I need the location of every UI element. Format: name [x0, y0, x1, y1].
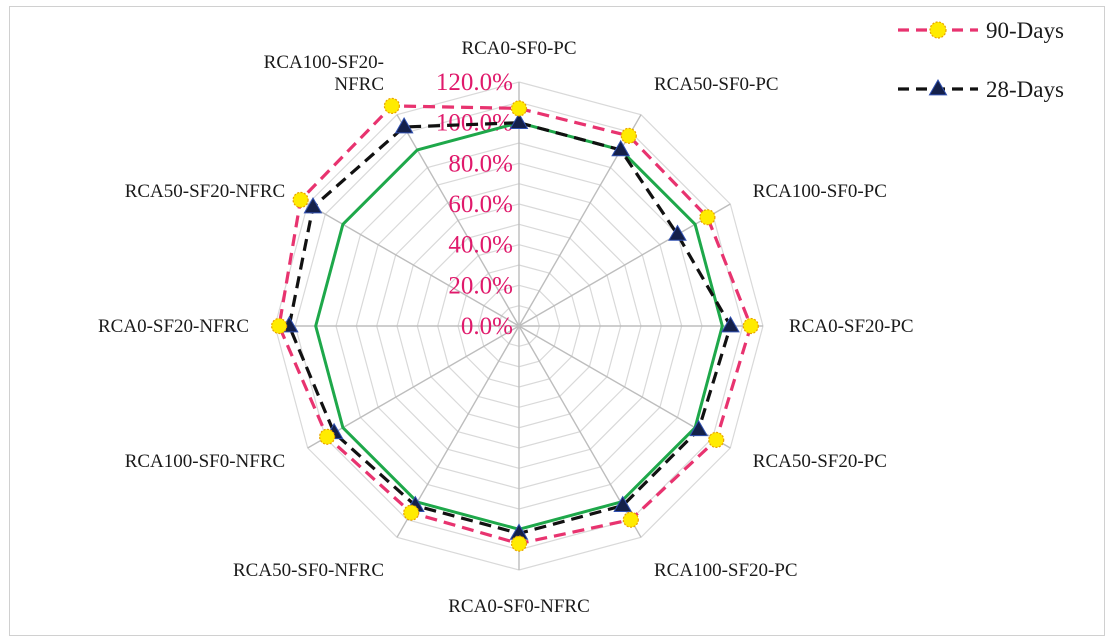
point-28-days-rca0-sf20-pc	[721, 315, 740, 333]
legend-label-90-days: 90-Days	[986, 18, 1064, 43]
category-label-rca0-sf0-pc: RCA0-SF0-PC	[461, 38, 576, 59]
series-line-90-days	[277, 104, 753, 546]
legend-item-28-days: 28-Days	[898, 77, 1064, 102]
chart-frame	[9, 6, 1105, 636]
legend-item-90-days: 90-Days	[898, 18, 1064, 43]
legend-marker-90-days	[929, 21, 947, 39]
point-28-days-rca50-sf0-pc	[611, 139, 631, 157]
point-90-days-rca100-sf20-pc	[622, 511, 639, 528]
category-label-rca100-sf20-pc: RCA100-SF20-PC	[654, 560, 798, 581]
radial-tick-0: 0.0%	[461, 313, 513, 340]
spoke-2	[518, 203, 731, 327]
radar-spokes	[275, 82, 763, 570]
point-28-days-rca100-sf0-pc	[668, 224, 687, 241]
point-90-days-rca0-sf20-pc	[742, 317, 759, 335]
series-layer	[271, 97, 759, 552]
category-label-rca50-sf20-nfrc: RCA50-SF20-NFRC	[125, 181, 286, 202]
legend-marker-28-days	[928, 78, 948, 96]
point-90-days-rca0-sf0-nfrc	[510, 535, 528, 552]
spoke-10	[307, 203, 520, 327]
radial-tick-6: 120.0%	[436, 69, 513, 96]
category-label-rca100-sf20-nfrc: RCA100-SF20-NFRC	[264, 52, 384, 95]
point-28-days-rca0-sf0-pc	[509, 112, 529, 129]
spoke-8	[307, 325, 520, 449]
point-90-days-rca0-sf0-pc	[510, 100, 528, 117]
point-90-days-rca100-sf0-nfrc	[319, 428, 336, 445]
category-labels: RCA0-SF0-PC RCA50-SF0-PC RCA100-SF0-PC RCA0…	[98, 38, 914, 617]
category-label-rca0-sf0-nfrc: RCA0-SF0-NFRC	[448, 596, 590, 617]
point-90-days-rca50-sf20-nfrc	[292, 191, 309, 208]
category-label-rca0-sf20-nfrc: RCA0-SF20-NFRC	[98, 316, 249, 337]
radial-tick-labels: 0.0%20.0%40.0%60.0%80.0%100.0%120.0%	[436, 69, 513, 340]
point-90-days-rca100-sf20-nfrc	[383, 97, 400, 115]
point-90-days-rca50-sf20-pc	[708, 431, 725, 448]
category-label-rca50-sf0-nfrc: RCA50-SF0-NFRC	[233, 560, 384, 581]
category-label-rca50-sf0-pc: RCA50-SF0-PC	[654, 74, 779, 95]
legend: 90-Days 28-Days	[898, 18, 1064, 102]
point-90-days-rca100-sf0-pc	[699, 209, 716, 226]
point-90-days-rca0-sf20-nfrc	[271, 317, 288, 335]
category-label-rca100-sf0-nfrc: RCA100-SF0-NFRC	[125, 451, 286, 472]
point-90-days-rca50-sf0-nfrc	[403, 504, 420, 521]
series-90-days	[271, 97, 759, 552]
radial-tick-3: 60.0%	[448, 191, 513, 218]
legend-label-28-days: 28-Days	[986, 77, 1064, 102]
point-28-days-rca100-sf20-pc	[613, 495, 633, 512]
category-label-rca100-sf0-pc: RCA100-SF0-PC	[753, 181, 887, 202]
category-label-rca50-sf20-pc: RCA50-SF20-PC	[753, 451, 887, 472]
point-28-days-rca100-sf20-nfrc	[394, 116, 414, 134]
point-28-days-rca50-sf20-nfrc	[303, 196, 323, 214]
radial-tick-1: 20.0%	[448, 272, 513, 299]
point-28-days-rca50-sf20-pc	[689, 419, 709, 437]
point-90-days-rca50-sf0-pc	[620, 127, 637, 144]
radial-tick-4: 80.0%	[448, 150, 513, 177]
category-label-rca0-sf20-pc: RCA0-SF20-PC	[789, 316, 914, 337]
radial-tick-2: 40.0%	[448, 232, 513, 259]
